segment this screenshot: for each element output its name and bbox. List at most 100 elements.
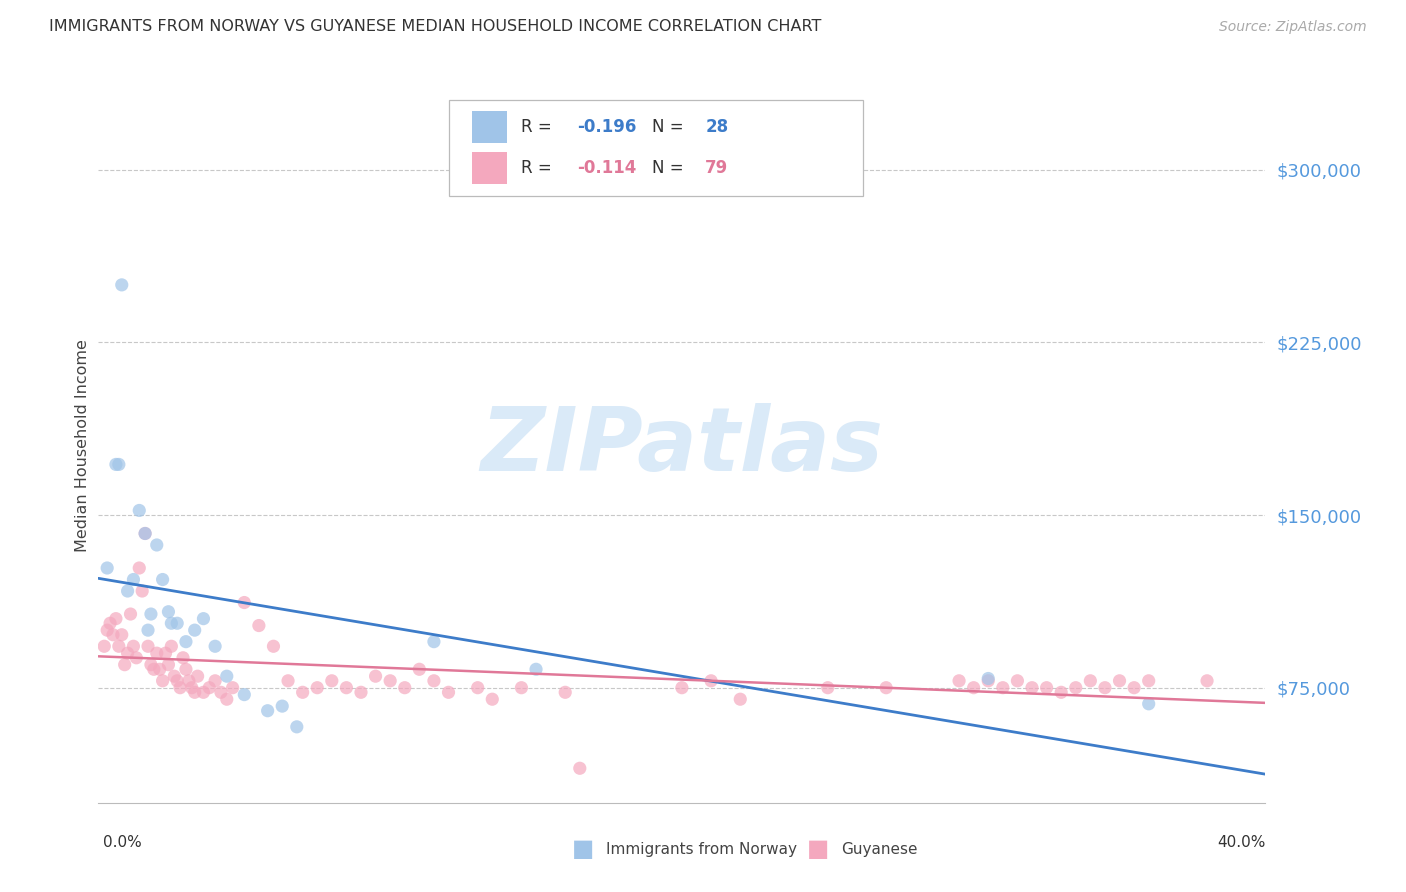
Point — [948, 673, 970, 688]
Point — [233, 688, 256, 702]
Point — [1108, 673, 1130, 688]
Y-axis label: Median Household Income: Median Household Income — [75, 340, 90, 552]
Point — [152, 673, 174, 688]
Point — [98, 616, 121, 631]
Point — [152, 573, 174, 587]
Text: R =: R = — [520, 118, 557, 136]
Point — [128, 503, 150, 517]
Point — [104, 612, 127, 626]
Point — [198, 681, 221, 695]
Point — [700, 673, 723, 688]
Point — [172, 650, 194, 665]
Point — [104, 458, 127, 472]
Point — [187, 669, 209, 683]
Point — [437, 685, 460, 699]
Point — [1035, 681, 1057, 695]
Text: IMMIGRANTS FROM NORWAY VS GUYANESE MEDIAN HOUSEHOLD INCOME CORRELATION CHART: IMMIGRANTS FROM NORWAY VS GUYANESE MEDIA… — [49, 20, 821, 34]
Text: ■: ■ — [807, 838, 830, 861]
FancyBboxPatch shape — [472, 111, 506, 143]
Text: R =: R = — [520, 159, 557, 177]
Text: 0.0%: 0.0% — [103, 835, 142, 849]
Text: ■: ■ — [572, 838, 595, 861]
Text: N =: N = — [651, 118, 689, 136]
Point — [155, 646, 177, 660]
FancyBboxPatch shape — [472, 152, 506, 184]
Point — [467, 681, 489, 695]
Point — [991, 681, 1014, 695]
Point — [554, 685, 576, 699]
Point — [285, 720, 308, 734]
Point — [177, 673, 200, 688]
Text: 79: 79 — [706, 159, 728, 177]
Point — [977, 673, 1000, 688]
Point — [215, 669, 238, 683]
Point — [134, 526, 156, 541]
Point — [1137, 673, 1160, 688]
Point — [166, 616, 188, 631]
Point — [321, 673, 343, 688]
Point — [1021, 681, 1043, 695]
Point — [1007, 673, 1029, 688]
Point — [378, 673, 402, 688]
Point — [111, 628, 134, 642]
Point — [111, 277, 134, 292]
Point — [120, 607, 142, 621]
Point — [160, 640, 183, 654]
Point — [146, 538, 169, 552]
Point — [423, 673, 446, 688]
Point — [134, 526, 156, 541]
Point — [139, 607, 162, 621]
Point — [221, 681, 243, 695]
Point — [204, 673, 226, 688]
Point — [1094, 681, 1116, 695]
Point — [977, 672, 1000, 686]
Point — [271, 699, 294, 714]
Text: N =: N = — [651, 159, 689, 177]
Point — [169, 681, 191, 695]
Point — [174, 662, 197, 676]
Point — [1080, 673, 1102, 688]
Text: -0.196: -0.196 — [576, 118, 637, 136]
Text: Immigrants from Norway: Immigrants from Norway — [606, 842, 797, 856]
Point — [122, 640, 145, 654]
Point — [1123, 681, 1146, 695]
Point — [131, 584, 153, 599]
Point — [875, 681, 897, 695]
Point — [568, 761, 591, 775]
Point — [1137, 697, 1160, 711]
Point — [204, 640, 226, 654]
Point — [215, 692, 238, 706]
Point — [1050, 685, 1073, 699]
Point — [962, 681, 984, 695]
Point — [193, 685, 215, 699]
Point — [174, 634, 197, 648]
Point — [291, 685, 314, 699]
Point — [96, 623, 118, 637]
Point — [163, 669, 186, 683]
Point — [180, 681, 202, 695]
Point — [510, 681, 533, 695]
Point — [146, 646, 169, 660]
Point — [408, 662, 430, 676]
Text: 40.0%: 40.0% — [1218, 835, 1265, 849]
Point — [335, 681, 357, 695]
Point — [817, 681, 839, 695]
Point — [149, 662, 172, 676]
Point — [423, 634, 446, 648]
Point — [350, 685, 373, 699]
Point — [307, 681, 329, 695]
Point — [117, 646, 139, 660]
Point — [166, 673, 188, 688]
Point — [142, 662, 165, 676]
Point — [364, 669, 387, 683]
Point — [193, 612, 215, 626]
Point — [101, 628, 124, 642]
Point — [160, 616, 183, 631]
Text: Guyanese: Guyanese — [841, 842, 917, 856]
Point — [128, 561, 150, 575]
Point — [136, 640, 159, 654]
Point — [233, 595, 256, 609]
Text: -0.114: -0.114 — [576, 159, 637, 177]
Point — [524, 662, 547, 676]
Point — [262, 640, 284, 654]
